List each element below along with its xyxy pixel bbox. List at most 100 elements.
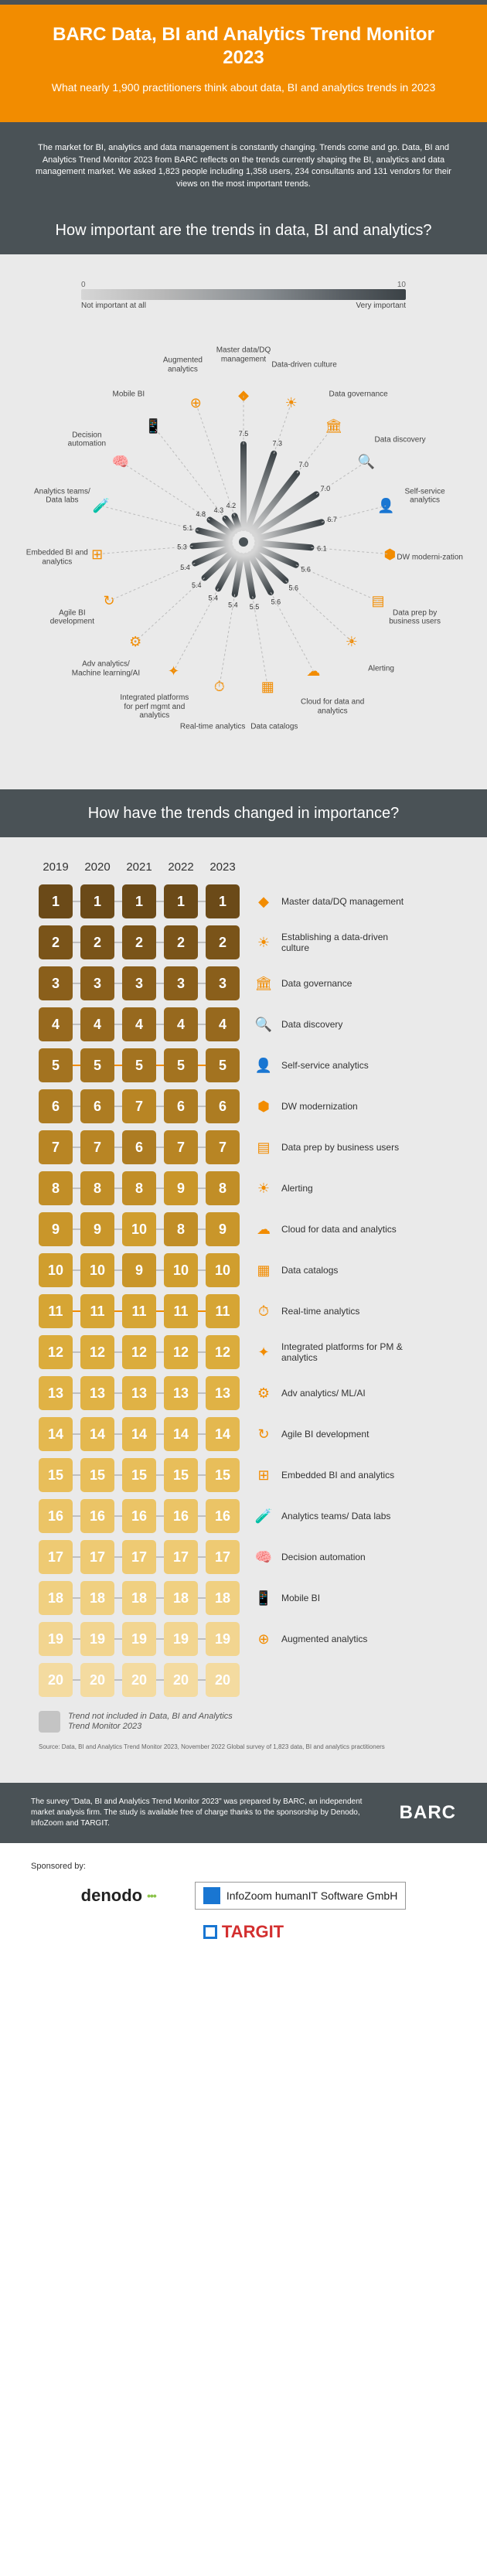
footer: The survey "Data, BI and Analytics Trend… — [0, 1783, 487, 1843]
rank-cell: 9 — [80, 1212, 114, 1246]
rank-cell: 13 — [206, 1376, 240, 1410]
trend-row: 55555👤Self-service analytics — [15, 1048, 472, 1082]
intro-text: The market for BI, analytics and data ma… — [0, 127, 487, 207]
scale-gradient — [81, 289, 406, 300]
trend-row-label: Agile BI development — [281, 1429, 369, 1440]
rank-cell: 16 — [206, 1499, 240, 1533]
trend-legend: Trend not included in Data, BI and Analy… — [39, 1711, 472, 1733]
trend-row-icon: ☁ — [254, 1219, 274, 1239]
svg-text:5.4: 5.4 — [208, 595, 218, 602]
trend-grid: 11111◆Master data/DQ management22222☀Est… — [15, 884, 472, 1697]
rank-cell: 9 — [122, 1253, 156, 1287]
trend-row: 1313131313⚙Adv analytics/ ML/AI — [15, 1376, 472, 1410]
rank-cell: 12 — [122, 1335, 156, 1369]
trend-row-icon: ▦ — [254, 1260, 274, 1280]
rank-cell: 15 — [80, 1458, 114, 1492]
rank-cell: 3 — [39, 966, 73, 1000]
year-label: 2019 — [39, 860, 73, 874]
rank-cell: 14 — [122, 1417, 156, 1451]
svg-text:5.5: 5.5 — [250, 603, 260, 611]
svg-text:5.6: 5.6 — [301, 566, 311, 574]
rank-cell: 19 — [122, 1622, 156, 1656]
rank-cell: 5 — [80, 1048, 114, 1082]
trend-row-icon: ✦ — [254, 1342, 274, 1362]
rank-cell: 13 — [39, 1376, 73, 1410]
rank-cell: 11 — [164, 1294, 198, 1328]
rank-cell: 18 — [122, 1581, 156, 1615]
rank-cell: 8 — [164, 1212, 198, 1246]
rank-cell: 17 — [39, 1540, 73, 1574]
trend-row: 77677▤Data prep by business users — [15, 1130, 472, 1164]
svg-text:4.3: 4.3 — [214, 506, 224, 514]
header: BARC Data, BI and Analytics Trend Monito… — [0, 0, 487, 127]
sponsors: Sponsored by: denodo InfoZoom humanIT So… — [0, 1843, 487, 1968]
trend-row-label: Data discovery — [281, 1019, 342, 1030]
sponsors-label: Sponsored by: — [31, 1862, 456, 1871]
rank-cell: 11 — [122, 1294, 156, 1328]
trend-row: 1515151515⊞Embedded BI and analytics — [15, 1458, 472, 1492]
year-label: 2021 — [122, 860, 156, 874]
rank-cell: 6 — [164, 1089, 198, 1123]
rank-cell: 1 — [122, 884, 156, 918]
rank-cell: 10 — [164, 1253, 198, 1287]
rank-cell: 10 — [39, 1253, 73, 1287]
svg-text:5.4: 5.4 — [228, 601, 238, 609]
trend-section: 20192020202120222023 11111◆Master data/D… — [0, 837, 487, 1782]
trend-row-icon: 🧪 — [254, 1506, 274, 1526]
rank-cell: 18 — [80, 1581, 114, 1615]
rank-cell: 14 — [206, 1417, 240, 1451]
rank-cell: 4 — [206, 1007, 240, 1041]
rank-cell: 12 — [164, 1335, 198, 1369]
rank-cell: 4 — [80, 1007, 114, 1041]
rank-cell: 7 — [39, 1130, 73, 1164]
rank-cell: 16 — [80, 1499, 114, 1533]
scale-min: 0 — [81, 281, 86, 289]
rank-cell: 9 — [164, 1171, 198, 1205]
sponsor-targit: TARGIT — [203, 1922, 284, 1942]
rank-cell: 15 — [39, 1458, 73, 1492]
rank-cell: 13 — [164, 1376, 198, 1410]
rank-cell: 8 — [80, 1171, 114, 1205]
rank-cell: 1 — [39, 884, 73, 918]
rank-cell: 19 — [164, 1622, 198, 1656]
trend-row-icon: ☀ — [254, 932, 274, 952]
trend-row-label: Embedded BI and analytics — [281, 1470, 394, 1481]
rank-cell: 13 — [80, 1376, 114, 1410]
rank-cell: 7 — [164, 1130, 198, 1164]
svg-text:7.0: 7.0 — [298, 462, 308, 469]
trend-row: 44444🔍Data discovery — [15, 1007, 472, 1041]
rank-cell: 2 — [122, 925, 156, 959]
rank-cell: 7 — [80, 1130, 114, 1164]
rank-cell: 3 — [122, 966, 156, 1000]
rank-cell: 3 — [164, 966, 198, 1000]
rank-cell: 17 — [206, 1540, 240, 1574]
rank-cell: 6 — [206, 1089, 240, 1123]
rank-cell: 14 — [164, 1417, 198, 1451]
trend-row-label: Establishing a data-driven culture — [281, 932, 405, 954]
year-label: 2020 — [80, 860, 114, 874]
rank-cell: 2 — [80, 925, 114, 959]
barc-logo: BARC — [400, 1802, 456, 1824]
trend-row: 33333🏛Data governance — [15, 966, 472, 1000]
trend-row-icon: 👤 — [254, 1055, 274, 1075]
trend-row-icon: ▤ — [254, 1137, 274, 1157]
rank-cell: 18 — [164, 1581, 198, 1615]
rank-cell: 19 — [206, 1622, 240, 1656]
rank-cell: 11 — [80, 1294, 114, 1328]
source-note: Source: Data, BI and Analytics Trend Mon… — [39, 1743, 472, 1751]
sponsor-denodo: denodo — [81, 1886, 156, 1906]
svg-text:4.2: 4.2 — [226, 503, 237, 510]
rank-cell: 20 — [164, 1663, 198, 1697]
svg-text:5.4: 5.4 — [180, 564, 190, 571]
trend-row-icon: ☀ — [254, 1178, 274, 1198]
rank-cell: 12 — [39, 1335, 73, 1369]
trend-row-label: Cloud for data and analytics — [281, 1224, 397, 1235]
rank-cell: 7 — [122, 1089, 156, 1123]
trend-row: 66766⬢DW modernization — [15, 1089, 472, 1123]
rank-cell: 12 — [206, 1335, 240, 1369]
trend-row-icon: ⬢ — [254, 1096, 274, 1116]
trend-row-icon: 🏛 — [254, 973, 274, 993]
rank-cell: 17 — [80, 1540, 114, 1574]
year-label: 2022 — [164, 860, 198, 874]
rank-cell: 14 — [80, 1417, 114, 1451]
